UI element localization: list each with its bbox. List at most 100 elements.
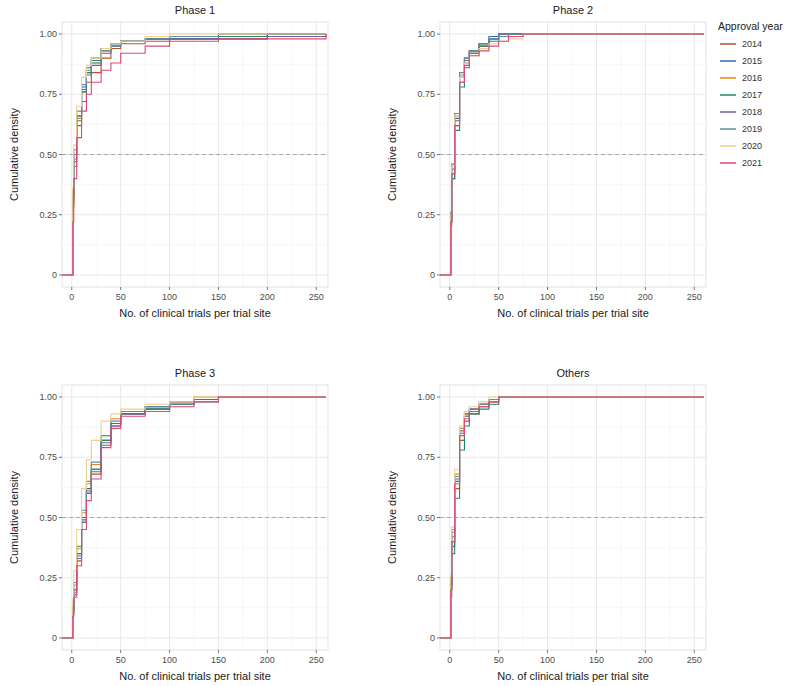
ecdf-line [62,397,326,638]
tick [169,650,170,653]
grid-line [440,214,706,215]
reference-line [62,154,328,155]
minor-grid [440,607,706,608]
grid-line [62,637,328,638]
panel-title: Phase 3 [175,367,215,379]
y-tick-label: 0.75 [417,89,435,99]
ecdf-line [440,34,704,275]
minor-grid [440,64,706,65]
ecdf-line [440,397,704,638]
tick [449,287,450,290]
x-tick-label: 0 [69,292,74,302]
minor-grid [440,427,706,428]
data-area [62,397,328,638]
ecdf-line [440,34,704,275]
minor-grid [62,184,328,185]
y-tick-label: 0.50 [417,150,435,160]
panel: 05010015020025000.250.500.751.00Phase 1N… [8,4,328,319]
tick [71,650,72,653]
y-tick-label: 0 [430,270,435,280]
x-tick-label: 50 [494,655,504,665]
tick [59,577,62,578]
ecdf-line [440,34,704,275]
tick [59,154,62,155]
tick [498,650,499,653]
legend-label: 2018 [742,107,762,117]
grid-line [62,457,328,458]
x-tick-label: 100 [162,292,177,302]
grid-line [62,577,328,578]
ecdf-line [62,34,326,275]
figure: 05010015020025000.250.500.751.00Phase 1N… [0,0,796,686]
minor-grid [62,124,328,125]
ecdf-line [62,397,326,638]
ecdf-line [62,397,326,638]
legend-swatch [720,128,736,130]
x-tick-label: 100 [162,655,177,665]
legend-swatch [720,145,736,147]
y-tick-label: 0.25 [417,210,435,220]
y-tick-label: 1.00 [417,392,435,402]
x-tick-label: 200 [638,292,653,302]
tick [547,650,548,653]
legend-swatch [720,162,736,164]
tick [645,287,646,290]
legend-swatch [720,43,736,45]
x-tick-label: 50 [494,292,504,302]
x-tick-label: 250 [309,292,324,302]
minor-grid [62,607,328,608]
grid-line [440,154,706,155]
tick [267,650,268,653]
ecdf-line [62,397,326,638]
y-tick-label: 0.75 [39,89,57,99]
x-tick-label: 50 [116,655,126,665]
tick [316,287,317,290]
grid-line [440,517,706,518]
x-tick-label: 150 [211,292,226,302]
minor-grid [440,487,706,488]
x-tick-label: 0 [69,655,74,665]
x-tick-label: 150 [589,292,604,302]
ecdf-line [440,397,704,638]
tick [437,154,440,155]
tick [694,287,695,290]
x-tick-label: 200 [260,292,275,302]
data-area [62,34,328,275]
tick [596,287,597,290]
grid-line [62,274,328,275]
legend-swatch [720,60,736,62]
ecdf-line [62,34,326,275]
y-axis-label: Cumulative density [386,471,398,564]
tick [437,94,440,95]
x-tick-label: 0 [447,292,452,302]
x-tick-label: 100 [540,292,555,302]
tick [437,34,440,35]
x-tick-label: 150 [211,655,226,665]
reference-line [440,154,706,155]
ecdf-line [440,34,704,275]
legend: Approval year201420152016201720182019202… [718,20,783,168]
x-tick-label: 100 [540,655,555,665]
y-tick-label: 1.00 [417,29,435,39]
grid-line [440,94,706,95]
minor-grid [440,547,706,548]
minor-grid [62,547,328,548]
minor-grid [440,184,706,185]
x-axis-label: No. of clinical trials per trial site [497,307,649,319]
x-tick-label: 200 [260,655,275,665]
tick [59,457,62,458]
x-axis-label: No. of clinical trials per trial site [119,307,271,319]
tick [449,650,450,653]
grid-line [62,154,328,155]
tick [267,287,268,290]
x-tick-label: 150 [589,655,604,665]
x-tick-label: 50 [116,292,126,302]
tick [59,637,62,638]
ecdf-line [62,34,326,275]
tick [169,287,170,290]
y-tick-label: 0.75 [39,452,57,462]
data-area [440,34,706,275]
legend-label: 2019 [742,124,762,134]
minor-grid [62,487,328,488]
tick [437,637,440,638]
